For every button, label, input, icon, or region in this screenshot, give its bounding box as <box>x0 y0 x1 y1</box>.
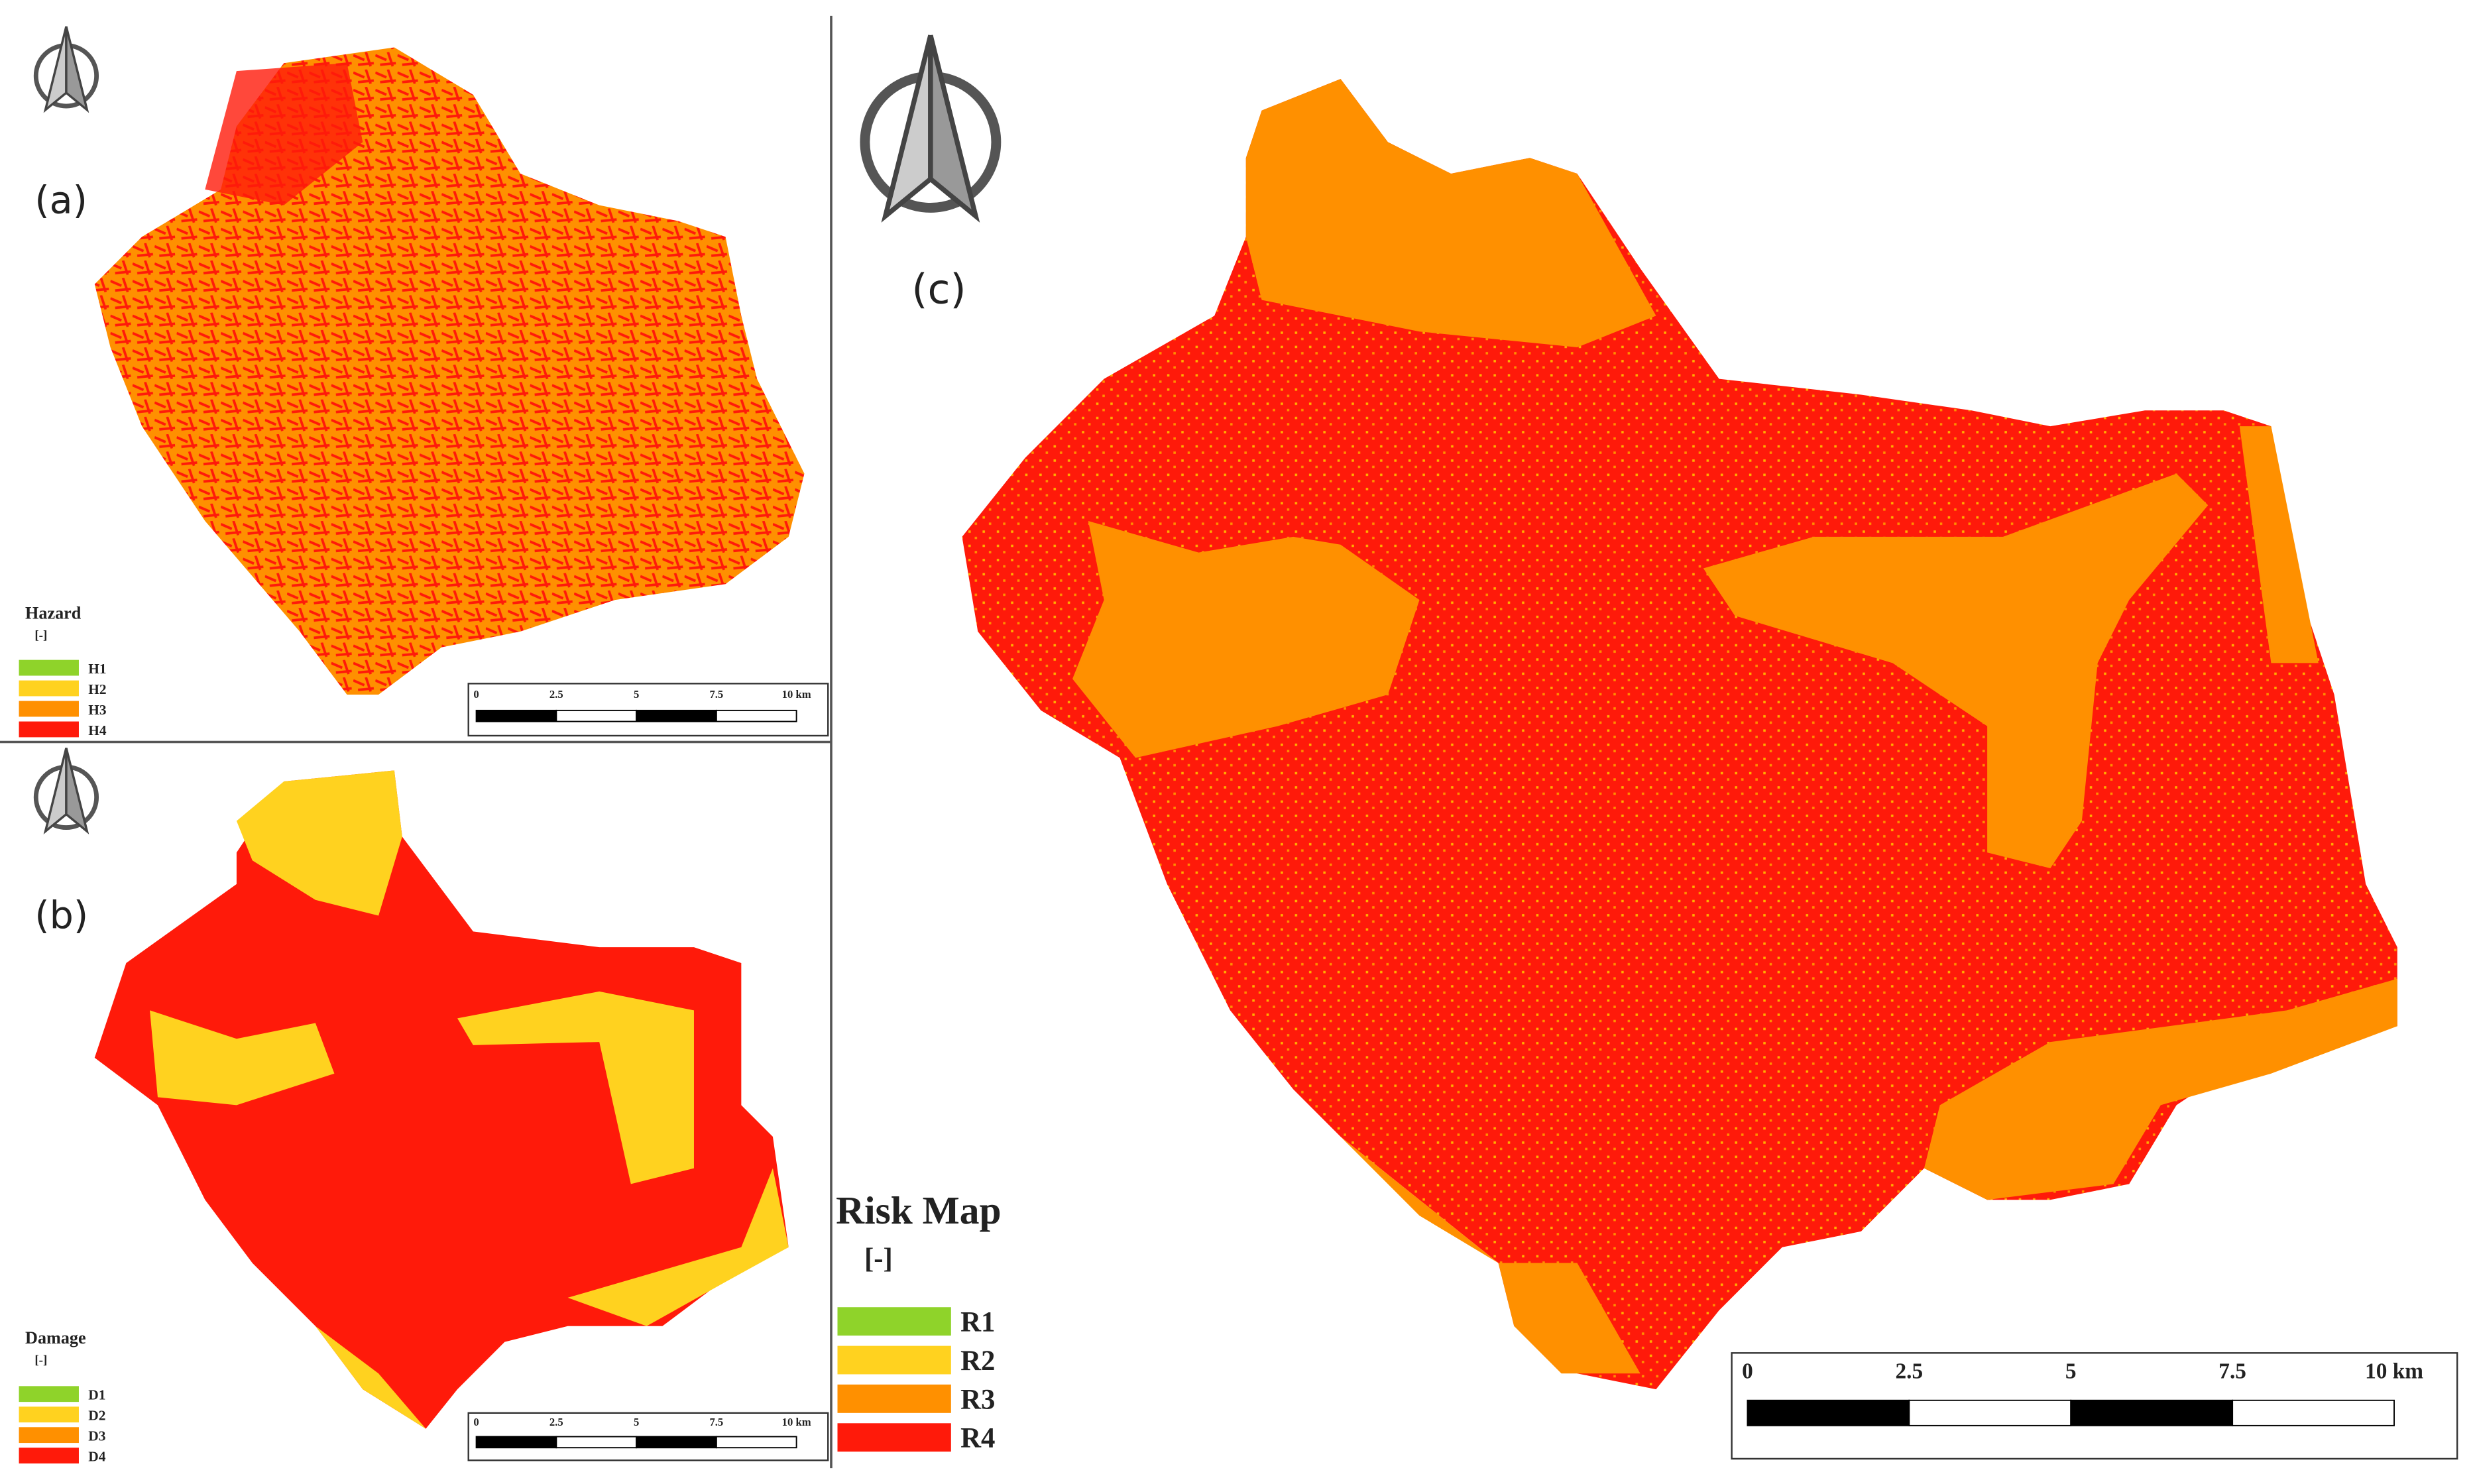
legend-unit: [-] <box>34 629 47 643</box>
scale-label: 7.5 <box>2218 1359 2246 1383</box>
legend-swatch <box>19 680 79 697</box>
scale-label: 7.5 <box>709 688 723 701</box>
scale-segment <box>636 1436 717 1449</box>
scale-label: 0 <box>473 1416 479 1428</box>
panel-label: (b) <box>34 894 88 938</box>
scale-label: 5 <box>2065 1359 2077 1383</box>
scale-segment <box>2070 1399 2234 1426</box>
panel-label: (c) <box>911 265 966 313</box>
legend-label: R3 <box>960 1384 995 1415</box>
legend-label: H4 <box>88 722 107 738</box>
legend-label: D2 <box>88 1408 105 1424</box>
legend-swatch <box>19 701 79 717</box>
legend-swatch <box>19 1406 79 1423</box>
damage-map <box>94 770 789 1429</box>
scale-segment <box>1747 1399 1910 1426</box>
scale-segment <box>715 1436 797 1449</box>
legend-swatch <box>19 1427 79 1444</box>
scale-segment <box>475 709 557 722</box>
legend-swatch <box>837 1384 951 1413</box>
scale-label: 0 <box>1742 1359 1753 1383</box>
risk-zones <box>1072 79 2397 1374</box>
legend-label: H3 <box>88 702 106 718</box>
scale-label: 10 km <box>2365 1359 2423 1383</box>
scale-segment <box>555 709 638 722</box>
scale-label: 5 <box>634 688 639 701</box>
legend-unit: [-] <box>864 1243 893 1275</box>
legend-label: D1 <box>88 1387 105 1403</box>
hazard-zone <box>205 63 363 205</box>
legend-title: Hazard <box>25 604 82 623</box>
legend-swatch <box>837 1307 951 1336</box>
legend-label: D4 <box>88 1448 105 1464</box>
scale-segment <box>715 709 797 722</box>
scale-segment <box>1908 1399 2072 1426</box>
scale-label: 0 <box>473 688 479 701</box>
legend-label: H1 <box>88 661 106 677</box>
north-arrow <box>36 27 96 110</box>
scale-segment <box>475 1436 557 1449</box>
legend-label: R2 <box>960 1345 995 1377</box>
scale-segment <box>2232 1399 2395 1426</box>
legend-swatch <box>19 1386 79 1402</box>
damage-zones <box>150 770 789 1429</box>
scale-label: 2.5 <box>1896 1359 1924 1383</box>
legend-title: Damage <box>25 1328 86 1347</box>
legend-swatch <box>837 1423 951 1452</box>
scale-label: 10 km <box>782 1416 811 1428</box>
scale-box <box>467 683 829 737</box>
scale-label: 5 <box>634 1416 639 1428</box>
scale-label: 7.5 <box>709 1416 723 1428</box>
legend-swatch <box>19 1448 79 1464</box>
hazard-map <box>94 47 805 695</box>
scale-segment <box>555 1436 638 1449</box>
scale-label: 2.5 <box>549 1416 563 1428</box>
legend-label: H2 <box>88 681 106 697</box>
panel-label: (a) <box>34 179 87 223</box>
north-arrow <box>865 35 996 215</box>
legend-label: D3 <box>88 1428 105 1444</box>
legend-swatch <box>837 1345 951 1375</box>
north-arrow <box>36 748 96 832</box>
legend-title: Risk Map <box>836 1188 1001 1232</box>
legend-unit: [-] <box>34 1353 47 1367</box>
scale-segment <box>636 709 717 722</box>
scale-label: 10 km <box>782 688 811 701</box>
legend-label: R1 <box>960 1307 995 1338</box>
legend-swatch <box>19 721 79 738</box>
legend-swatch <box>19 659 79 676</box>
legend-label: R4 <box>960 1423 995 1454</box>
scale-label: 2.5 <box>549 688 563 701</box>
